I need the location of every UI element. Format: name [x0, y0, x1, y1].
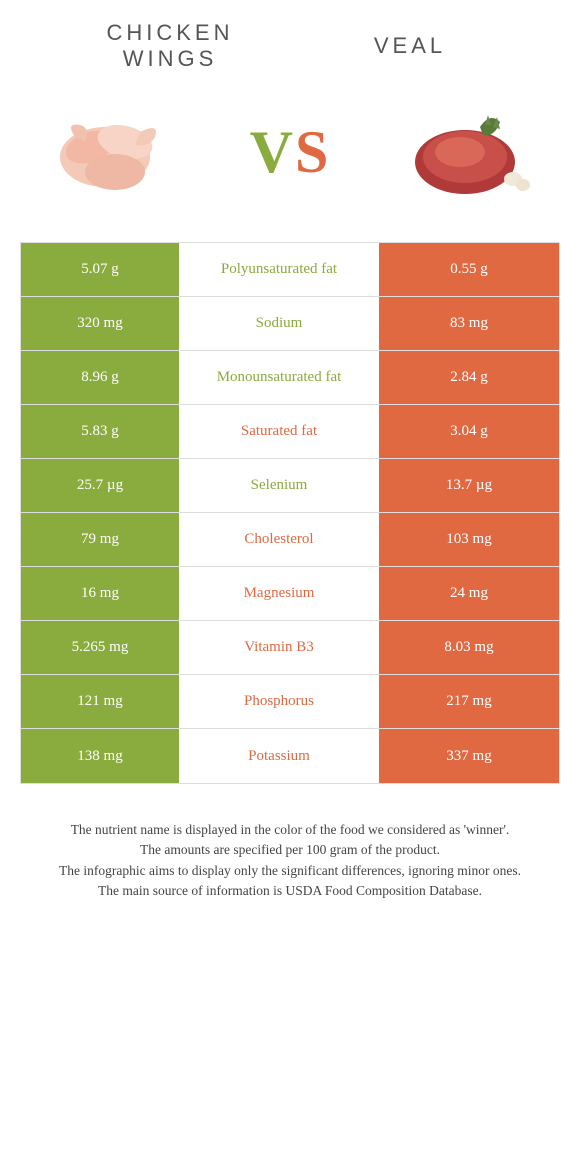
- left-value: 16 mg: [21, 567, 179, 620]
- images-row: VS: [0, 82, 580, 242]
- right-value: 337 mg: [379, 729, 559, 783]
- table-row: 320 mgSodium83 mg: [21, 297, 559, 351]
- table-row: 121 mgPhosphorus217 mg: [21, 675, 559, 729]
- right-value: 83 mg: [379, 297, 559, 350]
- left-value: 79 mg: [21, 513, 179, 566]
- nutrient-table: 5.07 gPolyunsaturated fat0.55 g320 mgSod…: [20, 242, 560, 784]
- left-value: 25.7 µg: [21, 459, 179, 512]
- vs-s: S: [295, 119, 330, 185]
- left-value: 8.96 g: [21, 351, 179, 404]
- left-value: 138 mg: [21, 729, 179, 783]
- left-value: 5.83 g: [21, 405, 179, 458]
- right-value: 0.55 g: [379, 243, 559, 296]
- title-veal-text: Veal: [290, 33, 530, 59]
- footer-line4: The main source of information is USDA F…: [30, 881, 550, 901]
- nutrient-label: Sodium: [179, 297, 379, 350]
- vs-label: VS: [250, 118, 331, 187]
- right-value: 13.7 µg: [379, 459, 559, 512]
- table-row: 8.96 gMonounsaturated fat2.84 g: [21, 351, 559, 405]
- title-chicken-wings: Chicken Wings: [50, 20, 290, 72]
- footer-line1: The nutrient name is displayed in the co…: [30, 820, 550, 840]
- footer-line2: The amounts are specified per 100 gram o…: [30, 840, 550, 860]
- header: Chicken Wings Veal: [0, 0, 580, 82]
- left-value: 320 mg: [21, 297, 179, 350]
- table-row: 5.265 mgVitamin B38.03 mg: [21, 621, 559, 675]
- title-line2: Wings: [50, 46, 290, 72]
- table-row: 79 mgCholesterol103 mg: [21, 513, 559, 567]
- left-value: 5.265 mg: [21, 621, 179, 674]
- nutrient-label: Phosphorus: [179, 675, 379, 728]
- chicken-wings-image: [40, 92, 190, 212]
- nutrient-label: Monounsaturated fat: [179, 351, 379, 404]
- table-row: 25.7 µgSelenium13.7 µg: [21, 459, 559, 513]
- nutrient-label: Selenium: [179, 459, 379, 512]
- vs-v: V: [250, 119, 295, 185]
- title-veal: Veal: [290, 33, 530, 59]
- left-value: 121 mg: [21, 675, 179, 728]
- footer-line3: The infographic aims to display only the…: [30, 861, 550, 881]
- right-value: 2.84 g: [379, 351, 559, 404]
- footer-notes: The nutrient name is displayed in the co…: [0, 784, 580, 921]
- table-row: 138 mgPotassium337 mg: [21, 729, 559, 783]
- right-value: 24 mg: [379, 567, 559, 620]
- nutrient-label: Polyunsaturated fat: [179, 243, 379, 296]
- nutrient-label: Saturated fat: [179, 405, 379, 458]
- left-value: 5.07 g: [21, 243, 179, 296]
- right-value: 3.04 g: [379, 405, 559, 458]
- table-row: 5.07 gPolyunsaturated fat0.55 g: [21, 243, 559, 297]
- nutrient-label: Vitamin B3: [179, 621, 379, 674]
- nutrient-label: Cholesterol: [179, 513, 379, 566]
- right-value: 217 mg: [379, 675, 559, 728]
- nutrient-label: Potassium: [179, 729, 379, 783]
- nutrient-label: Magnesium: [179, 567, 379, 620]
- right-value: 103 mg: [379, 513, 559, 566]
- title-line1: Chicken: [50, 20, 290, 46]
- table-row: 5.83 gSaturated fat3.04 g: [21, 405, 559, 459]
- right-value: 8.03 mg: [379, 621, 559, 674]
- table-row: 16 mgMagnesium24 mg: [21, 567, 559, 621]
- veal-image: [390, 92, 540, 212]
